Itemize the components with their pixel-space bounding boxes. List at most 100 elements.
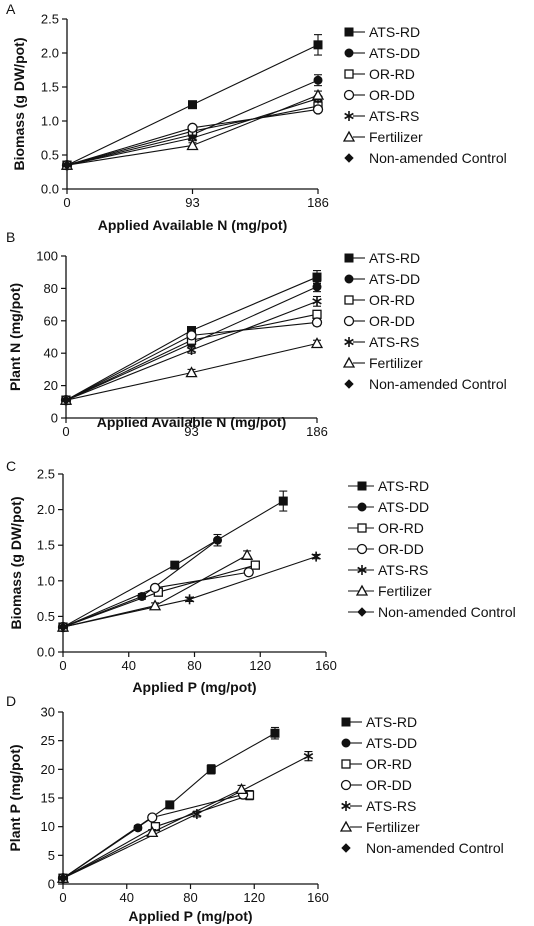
y-tick-label: 80 (44, 281, 58, 296)
x-tick-label: 0 (59, 658, 66, 673)
legend-label: OR-RD (369, 66, 415, 82)
legend-label: Fertilizer (369, 355, 423, 371)
panel-letter: B (6, 229, 15, 245)
y-tick-label: 0.0 (37, 645, 55, 660)
legend-marker (341, 759, 351, 769)
data-point-marker (170, 560, 180, 570)
legend-marker (357, 607, 367, 617)
legend-label: Non-amended Control (366, 840, 504, 856)
data-point-marker (311, 88, 325, 100)
y-tick-label: 2.0 (37, 502, 55, 517)
y-tick-label: 1.0 (41, 114, 59, 129)
data-point-marker (187, 122, 198, 133)
legend-label: ATS-DD (369, 45, 420, 61)
series-ats-rs (58, 551, 321, 633)
legend-label: ATS-DD (366, 735, 417, 751)
legend-label: Non-amended Control (378, 604, 516, 620)
data-point-marker (312, 282, 322, 292)
x-tick-label: 186 (307, 195, 329, 210)
data-point-marker (149, 582, 161, 594)
data-point-marker (186, 139, 199, 151)
legend-label: OR-DD (366, 777, 412, 793)
x-tick-label: 80 (187, 658, 201, 673)
y-tick-label: 1.0 (37, 573, 55, 588)
legend-label: ATS-RS (369, 108, 419, 124)
y-tick-label: 1.5 (37, 538, 55, 553)
legend-label: Fertilizer (366, 819, 420, 835)
y-tick-label: 2.5 (41, 12, 59, 27)
y-tick-label: 0 (48, 877, 55, 892)
legend-marker (342, 130, 356, 142)
panel-letter: A (6, 1, 16, 17)
y-tick-label: 2.5 (37, 467, 55, 482)
y-tick-label: 0.5 (41, 148, 59, 163)
data-point-marker (278, 496, 288, 506)
legend-marker (339, 820, 353, 832)
x-tick-label: 0 (62, 424, 69, 439)
legend-marker (356, 543, 368, 555)
legend-marker (344, 111, 354, 121)
legend-marker (341, 843, 351, 853)
y-tick-label: 60 (44, 313, 58, 328)
chart-panel-c: C 0 40 80 120 160 0.0 0.5 1.0 1.5 2.0 2.5 Applied P … (6, 458, 516, 695)
x-axis-title: Applied P (mg/pot) (128, 908, 252, 924)
x-tick-label: 93 (185, 195, 199, 210)
legend-marker (357, 565, 367, 575)
legend-label: ATS-DD (369, 271, 420, 287)
y-tick-label: 30 (41, 705, 55, 720)
data-point-marker (250, 560, 260, 570)
legend-marker (340, 779, 352, 791)
data-point-marker (235, 783, 248, 795)
legend-marker (343, 89, 355, 101)
legend-label: ATS-RD (378, 478, 429, 494)
data-point-marker (311, 317, 323, 328)
data-point-marker (312, 309, 322, 319)
legend-marker (344, 337, 354, 347)
y-axis-title: Biomass (g DW/pot) (11, 38, 27, 171)
data-point-marker (213, 535, 223, 545)
y-tick-label: 1.5 (41, 80, 59, 95)
legend-marker (357, 502, 367, 512)
y-axis-title: Biomass (g DW/pot) (8, 497, 24, 630)
legend-marker (357, 523, 367, 533)
y-tick-label: 15 (41, 791, 55, 806)
legend-label: ATS-RS (366, 798, 416, 814)
legend-marker (344, 274, 354, 284)
data-point-marker (270, 728, 280, 738)
data-point-marker (186, 330, 197, 341)
x-tick-label: 120 (249, 658, 271, 673)
y-tick-label: 25 (41, 733, 55, 748)
legend: ATS-RD ATS-DD OR-RD OR-DD ATS-RS Fertilizer No… (339, 714, 504, 856)
legend-label: Non-amended Control (369, 376, 507, 392)
chart-panel-d: D 0 40 80 120 160 0 5 10 15 20 25 30 Applied P (mg/po… (6, 693, 504, 924)
x-tick-label: 40 (122, 658, 136, 673)
data-point-marker (58, 622, 68, 632)
x-tick-label: 0 (59, 890, 66, 905)
data-point-marker (61, 395, 71, 405)
legend-label: OR-RD (369, 292, 415, 308)
legend-label: OR-DD (369, 313, 415, 329)
legend-label: ATS-RS (369, 334, 419, 350)
data-point-marker (147, 812, 158, 823)
series-ats-rs (58, 751, 314, 884)
legend-marker (344, 69, 354, 79)
legend-marker (341, 738, 351, 748)
data-point-marker (165, 800, 175, 810)
legend-marker (344, 27, 354, 37)
y-tick-label: 100 (36, 249, 58, 264)
y-tick-label: 10 (41, 819, 55, 834)
legend-label: ATS-RD (369, 250, 420, 266)
legend-marker (342, 356, 356, 368)
series-non-amended-control (61, 395, 71, 405)
legend: ATS-RD ATS-DD OR-RD OR-DD ATS-RS Fertilizer No… (342, 24, 507, 166)
data-point-marker (312, 296, 322, 307)
data-point-marker (206, 764, 216, 774)
x-tick-label: 120 (243, 890, 265, 905)
y-axis-title: Plant P (mg/pot) (7, 744, 23, 851)
data-point-marker (240, 548, 254, 560)
data-point-marker (148, 599, 162, 611)
x-tick-label: 186 (306, 424, 328, 439)
y-tick-label: 0.5 (37, 609, 55, 624)
series-or-dd (60, 317, 323, 406)
